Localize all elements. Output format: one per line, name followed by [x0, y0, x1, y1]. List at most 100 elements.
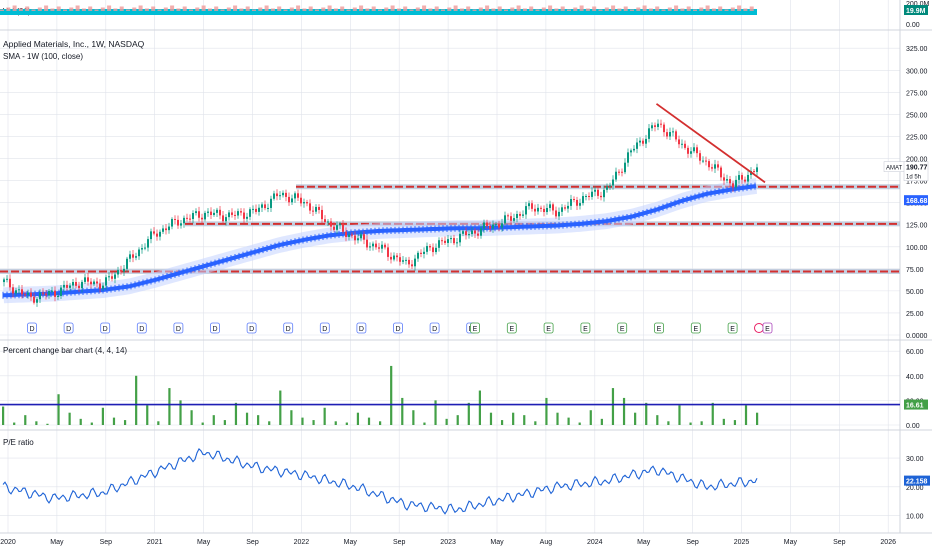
candle-body — [495, 224, 497, 226]
vol-tick-0: 0.00 — [906, 22, 920, 29]
volume-bar — [422, 5, 427, 11]
event-markers[interactable]: DDDDDDDDDDDDDEEEEEEEEE — [27, 322, 773, 334]
candle-body — [681, 143, 683, 145]
sma-badge-bg — [904, 195, 928, 206]
candle-body — [675, 131, 677, 140]
volume-bar — [667, 7, 672, 11]
osc-bar — [744, 405, 748, 425]
volume-bar — [378, 9, 382, 11]
volume-bar — [428, 8, 433, 11]
osc-bar — [157, 421, 160, 425]
volume-band — [0, 9, 757, 15]
time-axis[interactable]: 2020 May Sep 2021 May Sep 2022 May Sep 2023 May Aug… — [0, 539, 896, 546]
volume-bar — [195, 7, 200, 11]
pe-line — [2, 447, 758, 515]
candle-body — [408, 259, 410, 265]
pe-tick-1: 20.00 — [906, 485, 924, 492]
oscillator-title[interactable]: Percent change bar chart (4, 4, 14) — [3, 346, 127, 355]
earnings-marker — [617, 322, 628, 334]
volume-bar — [245, 6, 250, 11]
dividend-marker-label: D — [286, 326, 291, 333]
candle-body — [669, 132, 671, 137]
candle-body — [555, 210, 557, 217]
osc-bar — [268, 421, 271, 425]
candle-body — [507, 215, 509, 217]
candle-body — [534, 208, 536, 212]
price-scale[interactable]: 325.00 300.00 275.00 250.00 225.00 200.00 175.… — [906, 1, 930, 521]
candle-body — [663, 124, 665, 133]
earnings-marker — [654, 322, 664, 334]
pe-pane[interactable]: P/E ratio — [2, 438, 758, 515]
volume-bar — [604, 7, 609, 11]
osc-bar — [201, 422, 204, 425]
vol-top-label: 200.0M — [906, 1, 930, 8]
candle-body — [177, 219, 179, 226]
candle-body — [222, 215, 224, 222]
candle-body — [63, 284, 65, 288]
candle-body — [360, 234, 362, 239]
sma-indicator-label[interactable]: SMA - 1W (100, close) — [3, 52, 83, 61]
earnings-marker — [580, 322, 591, 334]
chart-title: Applied Materials, Inc., 1W, NASDAQ — [3, 39, 145, 49]
volume-bar — [25, 6, 30, 11]
volume-bar — [680, 8, 685, 11]
osc-bar — [13, 422, 16, 425]
candle-body — [726, 179, 728, 181]
candle-body — [93, 281, 95, 285]
candle-body — [651, 125, 653, 129]
pe-title[interactable]: P/E ratio — [3, 438, 34, 447]
candle-body — [339, 223, 341, 226]
volume-bar — [504, 9, 508, 11]
volume-bar — [144, 8, 149, 11]
candle-body — [225, 217, 227, 222]
candle-body — [531, 203, 533, 209]
osc-bar — [135, 375, 138, 425]
volume-pane[interactable]: Vol (21) — [0, 5, 757, 17]
osc-bar — [190, 410, 193, 425]
candle-body — [279, 195, 281, 197]
candle-body — [540, 207, 542, 209]
volume-bar — [384, 7, 389, 11]
volume-bar — [459, 8, 464, 11]
candle-body — [87, 277, 89, 282]
osc-bar — [2, 406, 5, 425]
downtrend-line — [655, 103, 766, 184]
pe-tick-0: 30.00 — [906, 456, 924, 463]
price-pane[interactable]: Applied Materials, Inc., 1W, NASDAQ SMA … — [0, 39, 900, 334]
candle-body — [153, 231, 155, 234]
candle-body — [630, 150, 632, 153]
candle-body — [234, 214, 236, 216]
candle-body — [579, 203, 581, 206]
candle-body — [162, 228, 164, 232]
candle-body — [210, 211, 212, 215]
trendline[interactable] — [655, 103, 766, 184]
earnings-marker — [506, 322, 517, 334]
candle-body — [129, 254, 131, 259]
volume-bar — [333, 8, 338, 11]
price-badge: 190.77 — [906, 165, 928, 172]
candle-body — [219, 209, 221, 216]
price-tick-12: 25.00 — [906, 311, 924, 318]
candle-body — [585, 195, 587, 197]
volume-bar — [548, 5, 553, 11]
volume-bar — [69, 7, 74, 11]
dividend-marker — [429, 322, 440, 334]
candle-body — [174, 218, 176, 220]
candle-body — [57, 295, 59, 297]
osc-bar — [290, 410, 293, 425]
volume-bar — [207, 8, 212, 11]
volume-bar — [699, 7, 704, 11]
oscillator-pane[interactable]: Percent change bar chart (4, 4, 14) — [0, 346, 900, 425]
candle-body — [636, 142, 638, 149]
candle-body — [150, 231, 152, 240]
candle-body — [747, 174, 749, 182]
time-tick-10: May — [490, 539, 504, 546]
symbol-tag: AMAT — [886, 166, 903, 172]
pe-badge: 22.158 — [906, 479, 928, 486]
candle-body — [693, 147, 695, 152]
price-tick-0: 325.00 — [906, 46, 928, 53]
candle-body — [417, 252, 419, 259]
candle-body — [510, 216, 512, 221]
candle-body — [261, 204, 263, 208]
